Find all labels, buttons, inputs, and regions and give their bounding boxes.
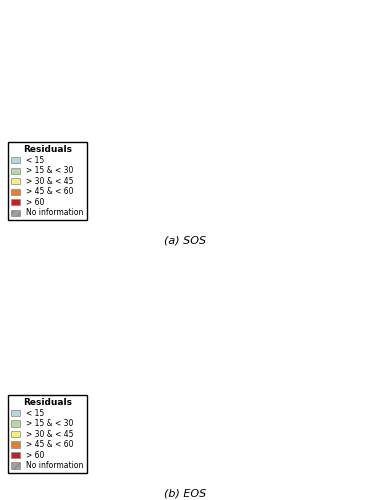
Text: (a) SOS: (a) SOS — [164, 236, 206, 246]
Legend: < 15, > 15 & < 30, > 30 & < 45, > 45 & < 60, > 60, No information: < 15, > 15 & < 30, > 30 & < 45, > 45 & <… — [8, 395, 87, 473]
Text: (b) EOS: (b) EOS — [164, 488, 206, 498]
Legend: < 15, > 15 & < 30, > 30 & < 45, > 45 & < 60, > 60, No information: < 15, > 15 & < 30, > 30 & < 45, > 45 & <… — [8, 142, 87, 220]
